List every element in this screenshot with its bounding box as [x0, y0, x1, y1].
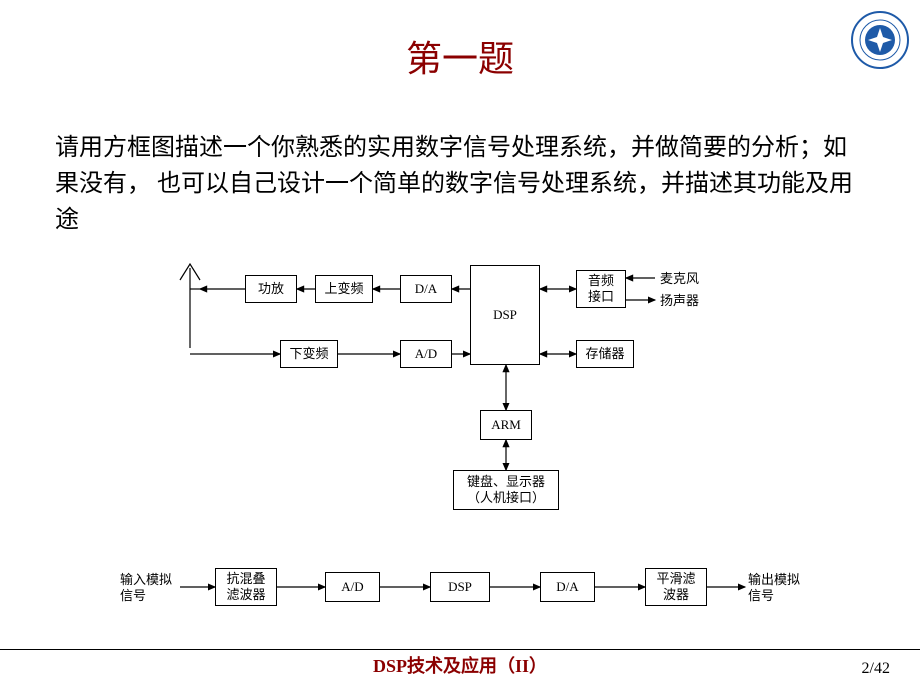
node-ad2: A/D	[325, 572, 380, 602]
signal-chain-diagram: 抗混叠 滤波器 A/D DSP D/A 平滑滤 波器 输入模拟 信号 输出模拟 信号	[100, 560, 820, 620]
node-da1: D/A	[400, 275, 452, 303]
node-downconv: 下变频	[280, 340, 338, 368]
footer-divider	[0, 649, 920, 650]
node-smooth: 平滑滤 波器	[645, 568, 707, 606]
node-audio: 音频 接口	[576, 270, 626, 308]
footer-title: DSP技术及应用（II）	[0, 652, 920, 678]
node-da2: D/A	[540, 572, 595, 602]
label-in: 输入模拟 信号	[120, 572, 172, 603]
node-dsp2: DSP	[430, 572, 490, 602]
node-arm: ARM	[480, 410, 532, 440]
node-storage: 存储器	[576, 340, 634, 368]
node-upconv: 上变频	[315, 275, 373, 303]
node-pa: 功放	[245, 275, 297, 303]
label-mic: 麦克风	[660, 271, 699, 287]
node-ad1: A/D	[400, 340, 452, 368]
node-hmi: 键盘、显示器 （人机接口）	[453, 470, 559, 510]
dsp-system-diagram: 功放上变频 D/A DSP 音频 接口下变频 A/D 存储器 ARM 键盘、显示器 （人机接口…	[150, 260, 770, 520]
node-antialias: 抗混叠 滤波器	[215, 568, 277, 606]
label-speaker: 扬声器	[660, 293, 699, 309]
page-title: 第一题	[0, 30, 920, 82]
label-out: 输出模拟 信号	[748, 572, 800, 603]
page-number: 2/42	[862, 660, 890, 678]
question-text: 请用方框图描述一个你熟悉的实用数字信号处理系统，并做简要的分析；如果没有， 也可…	[55, 130, 865, 238]
node-dsp: DSP	[470, 265, 540, 365]
